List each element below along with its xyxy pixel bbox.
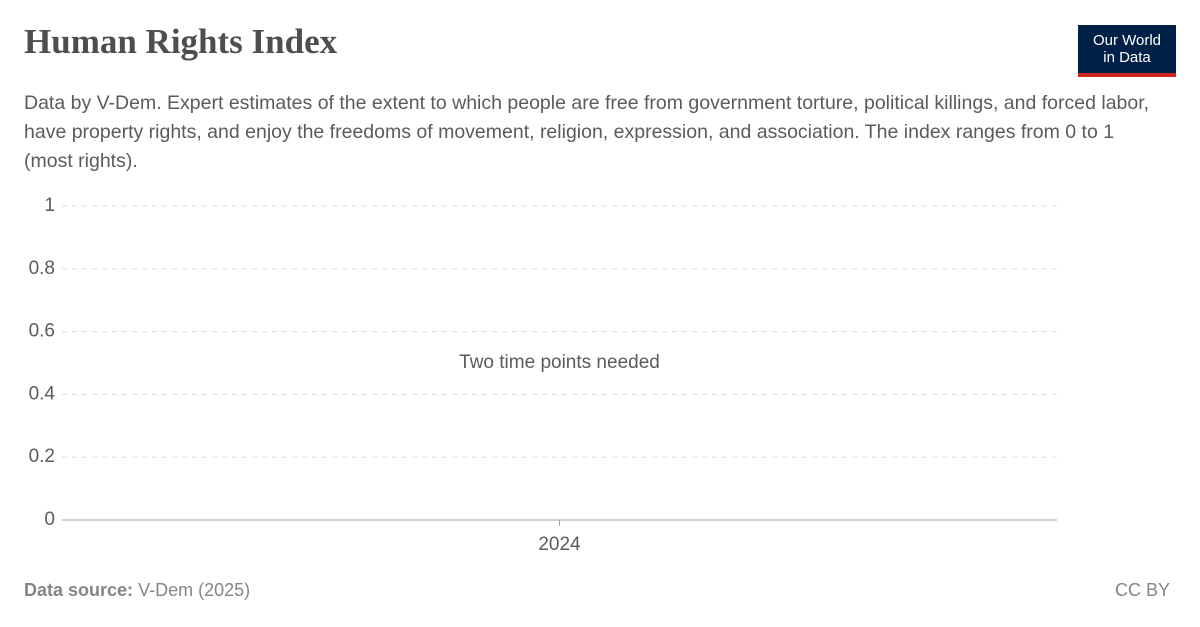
source: Data source: V-Dem (2025) bbox=[24, 580, 250, 601]
logo-line: in Data bbox=[1103, 49, 1151, 66]
x-tick-label: 2024 bbox=[538, 534, 581, 555]
annotation: Two time points needed bbox=[459, 352, 660, 373]
y-tick-label: 0.4 bbox=[29, 383, 56, 404]
y-tick-label: 0.2 bbox=[29, 446, 55, 467]
source-text[interactable]: V-Dem (2025) bbox=[138, 580, 251, 600]
logo-line: Our World bbox=[1092, 32, 1162, 49]
chart-title: Human Rights Index bbox=[24, 22, 338, 61]
y-tick-label: 0.6 bbox=[29, 321, 55, 342]
license[interactable]: CC BY bbox=[1114, 580, 1170, 600]
source-label: Data source: bbox=[24, 580, 134, 600]
y-tick-label: 0 bbox=[44, 509, 55, 530]
y-tick-label: 1 bbox=[44, 195, 55, 216]
y-tick-label: 0.8 bbox=[29, 258, 55, 279]
logo[interactable]: Our World in Data bbox=[1078, 25, 1176, 77]
chart-subtitle: Data by V-Dem. Expert estimates of the e… bbox=[24, 92, 1150, 172]
